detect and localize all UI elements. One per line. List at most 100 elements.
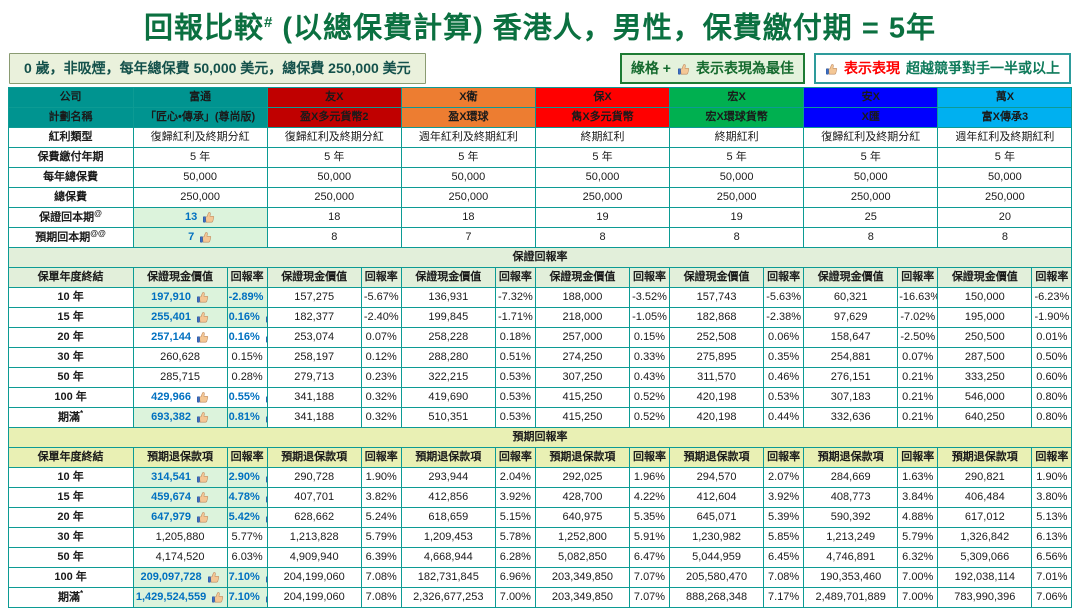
rate-cell: 4.88% xyxy=(897,506,939,528)
thumb-up-icon xyxy=(265,516,267,523)
rate-cell: 0.18% xyxy=(494,326,536,348)
cell-value: 7.01% xyxy=(1036,571,1068,584)
value-cell: 290,821 xyxy=(937,466,1033,488)
value-cell: 182,377 xyxy=(266,306,362,328)
cell-value: 415,250 xyxy=(562,391,603,404)
cell-value: 5 年 xyxy=(994,151,1015,164)
section-title: 預期回報率 xyxy=(7,426,1073,448)
cell-content: 13 xyxy=(185,211,215,224)
cell-content: 290,821 xyxy=(965,471,1005,483)
period-label: 100 年 xyxy=(7,566,134,588)
cell-content: 307,183 xyxy=(831,391,871,403)
rate-cell: 2.04% xyxy=(494,466,536,488)
cell-value: 3.82% xyxy=(365,491,397,504)
cell-content: 1,209,453 xyxy=(424,531,473,543)
cell-content: 4.22% xyxy=(634,491,665,503)
period-label: 50 年 xyxy=(7,366,134,388)
cell-content: 8 xyxy=(1002,231,1008,243)
cell-content: 18 xyxy=(328,211,340,223)
cell-value: 0.35% xyxy=(768,351,800,364)
info-value-cell: 8 xyxy=(937,226,1073,248)
rate-cell: 0.23% xyxy=(360,366,402,388)
cell-value: 8 xyxy=(1001,231,1008,244)
cell-content: 0.07% xyxy=(366,331,397,343)
thumb-up-icon xyxy=(196,311,209,323)
cell-value: 6.56% xyxy=(1036,551,1068,564)
value-column-header: 保證現金價值 xyxy=(937,266,1033,288)
cell-value: 209,097,728 xyxy=(140,571,202,584)
cell-value: 293,944 xyxy=(428,471,469,484)
rate-cell: 7.00% xyxy=(494,586,536,608)
cell-content: 1.63% xyxy=(902,471,933,483)
cell-value: 0.53% xyxy=(768,391,800,404)
cell-value: 7.10% xyxy=(228,571,260,584)
rate-cell: 0.51% xyxy=(494,346,536,368)
value-cell: 5,044,959 xyxy=(669,546,765,568)
cell-content: 週年紅利及終期紅利 xyxy=(955,131,1054,143)
cell-content: 5.15% xyxy=(500,511,531,523)
cell-content: 0.51% xyxy=(500,351,531,363)
cell-value: 0.52% xyxy=(633,411,666,424)
section-subheader-row: 保單年度終結 預期退保款項 回報率 預期退保款項 回報率 預期退保款項 回報率 預期退保款項回… xyxy=(7,446,1073,468)
cell-value: 311,570 xyxy=(697,371,737,384)
section-title: 保證回報率 xyxy=(7,246,1073,268)
rate-cell: -1.71% xyxy=(494,306,536,328)
cell-content: 5.77% xyxy=(232,531,263,543)
cell-value: 546,000 xyxy=(964,391,1005,404)
value-column-header: 預期退保款項 xyxy=(937,446,1033,468)
cell-value: 6.45% xyxy=(768,551,800,564)
cell-content: -7.02% xyxy=(900,311,935,323)
cell-content: 0.53% xyxy=(500,411,531,423)
rate-column-header: 回報率 xyxy=(494,266,536,288)
value-cell: 2,326,677,253 xyxy=(400,586,496,608)
cell-content: 5.39% xyxy=(768,511,799,523)
rate-cell: 6.13% xyxy=(1031,526,1073,548)
cell-content: 50,000 xyxy=(720,171,754,183)
cell-content: 60,321 xyxy=(834,291,868,303)
rate-cell: -1.90% xyxy=(1031,306,1073,328)
value-cell: 275,895 xyxy=(669,346,765,368)
cell-content: 4,174,520 xyxy=(156,551,205,563)
info-value-cell: 7 xyxy=(400,226,536,248)
section-band-row: 預期回報率 xyxy=(7,426,1073,448)
cell-value: 5.79% xyxy=(902,531,934,544)
cell-content: 158,647 xyxy=(831,331,871,343)
cell-value: 428,700 xyxy=(562,491,603,504)
cell-value: 285,715 xyxy=(160,371,200,384)
cell-content: 590,392 xyxy=(831,511,871,523)
value-column-header: 保證現金價值 xyxy=(266,266,362,288)
rate-cell: -5.63% xyxy=(763,286,805,308)
value-cell: 258,197 xyxy=(266,346,362,368)
value-column-header: 預期退保款項 xyxy=(803,446,899,468)
cell-value: 250,000 xyxy=(716,191,757,204)
cell-content: 275,895 xyxy=(697,351,737,363)
cell-value: 7.08% xyxy=(768,571,800,584)
rate-cell: 0.21% xyxy=(897,386,939,408)
cell-value: 1,205,880 xyxy=(155,531,205,544)
cell-content: 0.60% xyxy=(1036,371,1067,383)
cell-value: 7.07% xyxy=(633,571,666,584)
cell-content: 5.35% xyxy=(634,511,665,523)
period-label: 期滿* xyxy=(7,586,134,608)
cell-value: 5.13% xyxy=(1036,511,1068,524)
cell-content: 257,000 xyxy=(563,331,603,343)
data-row: 期滿* 1,429,524,559 7.10% 204,199,060 7.08% 2,3… xyxy=(7,586,1073,608)
row-label-text: 10 年 xyxy=(57,471,84,484)
cell-value: 5.91% xyxy=(633,531,666,544)
rate-cell: 0.07% xyxy=(360,326,402,348)
value-cell: 1,213,249 xyxy=(803,526,899,548)
cell-content: 0.32% xyxy=(366,411,397,423)
cell-value: 618,659 xyxy=(428,511,469,524)
value-cell: 1,213,828 xyxy=(266,526,362,548)
cell-content: 7.17% xyxy=(768,591,799,603)
cell-value: 7.07% xyxy=(633,591,666,604)
info-value-cell: 終期紅利 xyxy=(534,126,671,148)
cell-content: 0.18% xyxy=(500,331,531,343)
cell-value: 2.07% xyxy=(768,471,800,484)
rate-cell: 0.35% xyxy=(763,346,805,368)
cell-content: 週年紅利及終期紅利 xyxy=(419,131,518,143)
cell-value: 7 xyxy=(465,231,472,244)
cell-content: 7.08% xyxy=(366,591,397,603)
value-cell: 195,000 xyxy=(937,306,1033,328)
cell-value: 640,250 xyxy=(964,411,1005,424)
